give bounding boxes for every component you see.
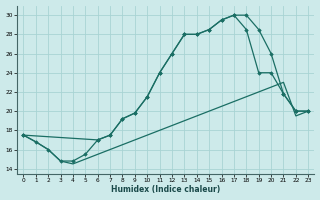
X-axis label: Humidex (Indice chaleur): Humidex (Indice chaleur) xyxy=(111,185,220,194)
